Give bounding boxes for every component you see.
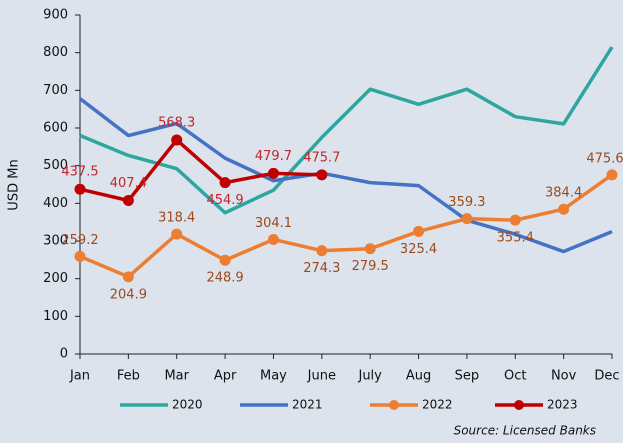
y-tick-label: 900 — [43, 8, 68, 23]
y-tick-label: 400 — [43, 196, 68, 211]
point-marker — [267, 167, 279, 179]
data-label: 318.4 — [158, 211, 195, 226]
y-tick-label: 100 — [43, 309, 68, 324]
legend-label: 2022 — [422, 398, 453, 412]
series-line — [78, 97, 613, 254]
point-marker — [509, 214, 521, 226]
x-tick-label: June — [307, 369, 336, 384]
x-tick-label: May — [260, 369, 287, 384]
x-tick-label: Feb — [117, 369, 140, 384]
data-label: 437.5 — [61, 165, 98, 180]
data-label: 384.4 — [545, 186, 582, 201]
point-marker — [267, 233, 279, 245]
data-label: 204.9 — [110, 287, 147, 302]
point-marker — [364, 243, 376, 255]
legend-marker — [389, 400, 399, 410]
data-label: 325.4 — [400, 242, 437, 257]
x-tick-label: Aug — [406, 369, 431, 384]
data-label: 407.4 — [110, 176, 147, 191]
point-marker — [74, 250, 86, 262]
y-tick-label: 0 — [60, 347, 68, 362]
y-axis-label: USD Mn — [7, 159, 22, 210]
data-label: 259.2 — [61, 233, 98, 248]
y-tick-label: 800 — [43, 45, 68, 60]
x-tick-label: Mar — [164, 369, 189, 384]
point-marker — [122, 195, 134, 207]
x-tick-label: Oct — [504, 369, 526, 384]
series-line — [79, 173, 614, 279]
data-label: 475.7 — [303, 150, 340, 165]
point-marker — [316, 169, 328, 181]
data-label: 568.3 — [158, 115, 195, 130]
series-line — [79, 138, 322, 203]
point-marker — [219, 254, 231, 266]
x-tick-label: Dec — [594, 369, 619, 384]
point-marker — [461, 213, 473, 225]
x-tick-label: Sep — [455, 369, 480, 384]
series-line — [79, 46, 614, 215]
data-label: 454.9 — [206, 193, 243, 208]
legend-label: 2020 — [172, 398, 203, 412]
point-marker — [171, 134, 183, 146]
x-tick-label: Jan — [69, 369, 90, 384]
legend-label: 2021 — [292, 398, 323, 412]
x-tick-label: Nov — [551, 369, 577, 384]
data-label: 304.1 — [255, 216, 292, 231]
point-marker — [413, 225, 425, 237]
point-marker — [122, 271, 134, 283]
y-tick-label: 700 — [43, 83, 68, 98]
point-marker — [219, 177, 231, 189]
source-note: Source: Licensed Banks — [454, 424, 596, 438]
y-tick-label: 300 — [43, 234, 68, 249]
data-label: 279.5 — [352, 259, 389, 274]
data-label: 274.3 — [303, 261, 340, 276]
data-label: 355.4 — [497, 231, 534, 246]
point-marker — [171, 228, 183, 240]
point-marker — [74, 183, 86, 195]
data-label: 359.3 — [448, 195, 485, 210]
x-tick-label: Apr — [214, 369, 237, 384]
point-marker — [558, 203, 570, 215]
point-marker — [316, 245, 328, 257]
legend-marker — [514, 400, 524, 410]
legend-label: 2023 — [547, 398, 578, 412]
data-label: 479.7 — [255, 149, 292, 164]
point-marker — [606, 169, 618, 181]
y-tick-label: 500 — [43, 158, 68, 173]
x-tick-label: July — [357, 369, 382, 384]
data-label: 248.9 — [206, 271, 243, 286]
y-tick-label: 200 — [43, 271, 68, 286]
y-tick-label: 600 — [43, 121, 68, 136]
data-label: 475.6 — [586, 151, 623, 166]
